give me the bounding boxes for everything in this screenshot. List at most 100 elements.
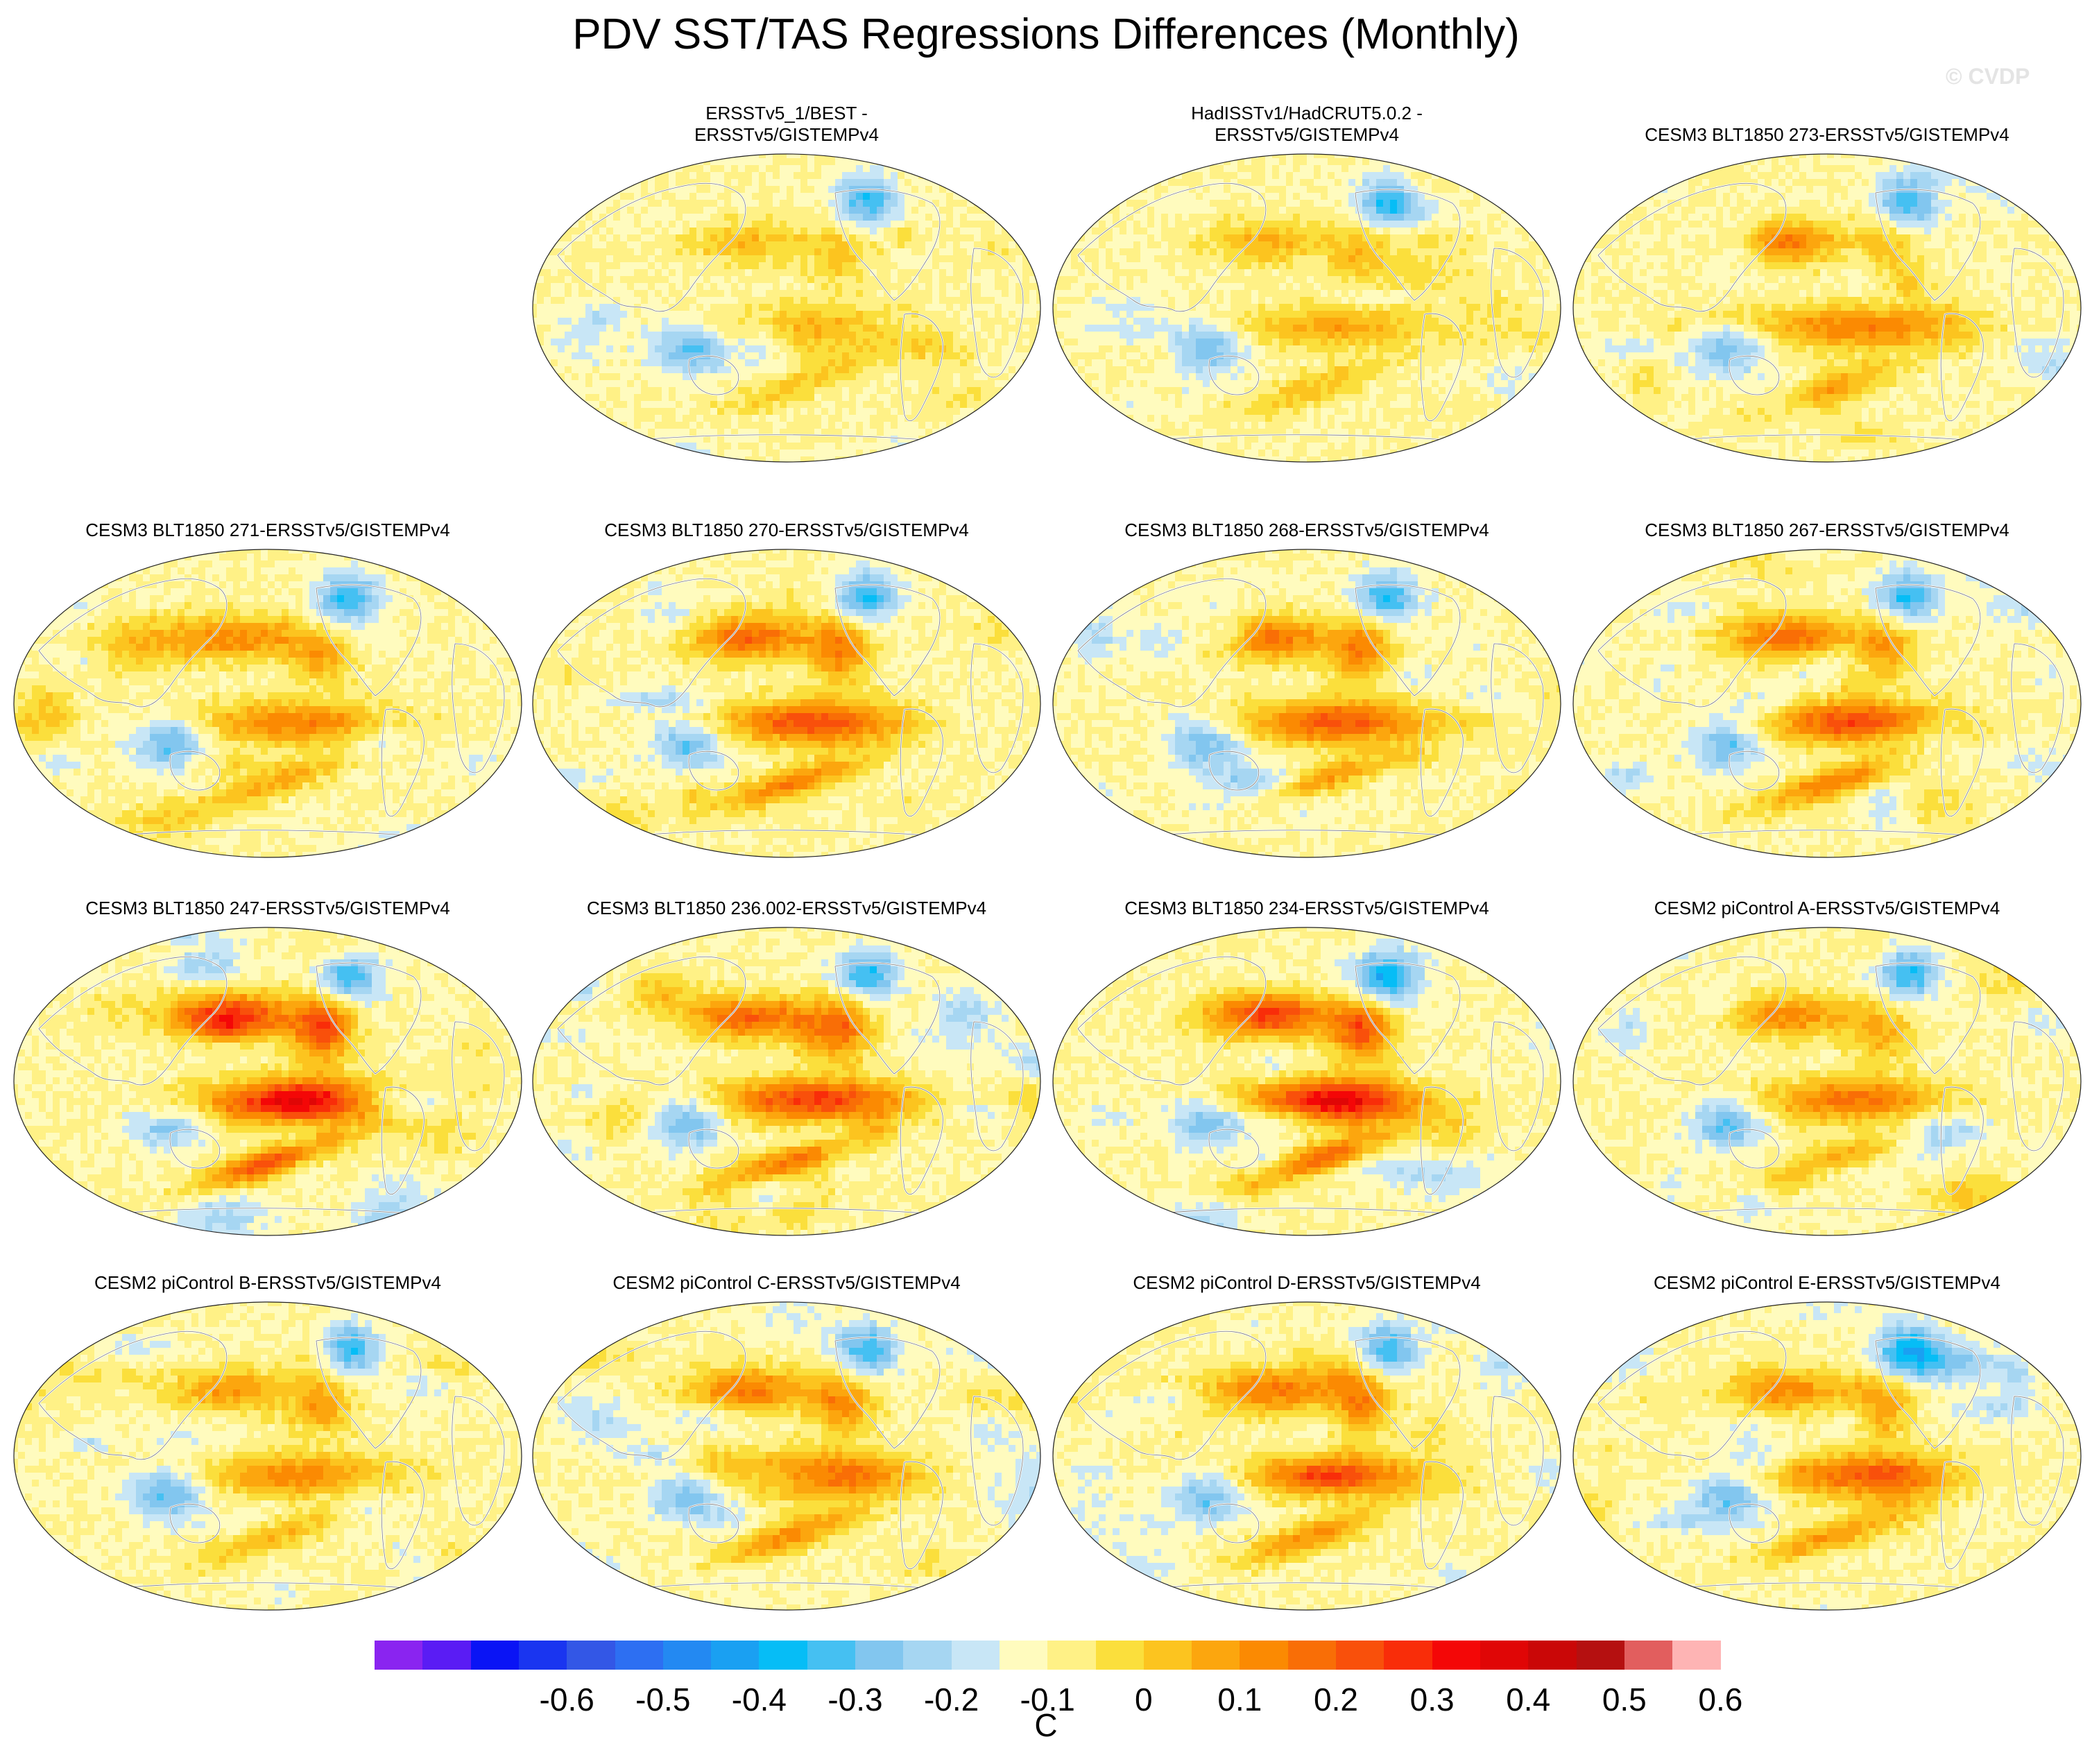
coastline [1077, 956, 1267, 1086]
coastline [1491, 248, 1544, 378]
colorbar-swatch [1336, 1641, 1384, 1670]
map-border [1052, 549, 1561, 858]
panel-title-line1: CESM3 BLT1850 270-ERSSTv5/GISTEMPv4 [604, 520, 969, 541]
robinson-map [13, 549, 522, 858]
map-border [1572, 1301, 2082, 1611]
colorbar-swatch [855, 1641, 904, 1670]
colorbar-swatch [903, 1641, 952, 1670]
robinson-map [1052, 1301, 1561, 1611]
panel-title: CESM3 BLT1850 236.002-ERSSTv5/GISTEMPv4 [530, 864, 1043, 919]
coastline [1208, 1129, 1260, 1169]
panel-title: ERSSTv5_1/BEST - ERSSTv5/GISTEMPv4 [530, 90, 1043, 146]
coastline [1355, 962, 1461, 1074]
coastline [688, 751, 739, 791]
panel-title-line1: HadISSTv1/HadCRUT5.0.2 - [1191, 103, 1423, 124]
coastline [970, 1021, 1024, 1151]
panel-title: CESM2 piControl B-ERSSTv5/GISTEMPv4 [11, 1238, 524, 1294]
colorbar-tick-label: 0.2 [1294, 1681, 1378, 1718]
panel-title: CESM3 BLT1850 267-ERSSTv5/GISTEMPv4 [1570, 486, 2084, 541]
anomaly-field [1573, 927, 2081, 1235]
coastline [1491, 1021, 1544, 1151]
colorbar-swatch [1287, 1641, 1337, 1670]
map-border [1572, 927, 2082, 1236]
robinson-map [13, 927, 522, 1236]
colorbar-swatch [1384, 1641, 1433, 1670]
robinson-map [1572, 549, 2082, 858]
panel-title: CESM3 BLT1850 273-ERSSTv5/GISTEMPv4 [1570, 90, 2084, 146]
coastline [1597, 1330, 1787, 1460]
map-panel: CESM3 BLT1850 268-ERSSTv5/GISTEMPv4 [1050, 486, 1563, 860]
robinson-map [532, 549, 1041, 858]
colorbar-swatch [615, 1641, 664, 1670]
map-panel: ERSSTv5_1/BEST - ERSSTv5/GISTEMPv4 [530, 90, 1043, 465]
colorbar-swatch [1095, 1641, 1144, 1670]
robinson-map [1572, 1301, 2082, 1611]
map-border [1052, 1301, 1561, 1611]
map-panel: CESM2 piControl B-ERSSTv5/GISTEMPv4 [11, 1238, 524, 1613]
panel-title: CESM2 piControl C-ERSSTv5/GISTEMPv4 [530, 1238, 1043, 1294]
map-panel: CESM3 BLT1850 236.002-ERSSTv5/GISTEMPv4 [530, 864, 1043, 1238]
coastline [38, 578, 228, 708]
colorbar-swatch [1576, 1641, 1625, 1670]
coastline [2011, 643, 2064, 773]
map-border [532, 927, 1041, 1236]
coastline [970, 643, 1024, 773]
figure-title: PDV SST/TAS Regressions Differences (Mon… [0, 10, 2092, 59]
colorbar-swatch [1528, 1641, 1577, 1670]
panel-title-line2: ERSSTv5/GISTEMPv4 [694, 124, 879, 146]
coastline [688, 355, 739, 395]
anomaly-field [1053, 154, 1561, 462]
anomaly-field [533, 154, 1040, 462]
coastline [1940, 1086, 1984, 1195]
colorbar-swatch [1047, 1641, 1097, 1670]
coastline [1420, 1086, 1464, 1195]
map-panel: CESM2 piControl D-ERSSTv5/GISTEMPv4 [1050, 1238, 1563, 1613]
map-panel: CESM2 piControl E-ERSSTv5/GISTEMPv4 [1570, 1238, 2084, 1613]
coastline [1420, 1461, 1464, 1570]
colorbar-tick-label: -0.3 [814, 1681, 897, 1718]
colorbar-swatch [470, 1641, 520, 1670]
colorbar-tick-label: 0.3 [1391, 1681, 1474, 1718]
coastline [900, 708, 943, 817]
map-panel: CESM3 BLT1850 247-ERSSTv5/GISTEMPv4 [11, 864, 524, 1238]
panel-title-line1: CESM2 piControl B-ERSSTv5/GISTEMPv4 [94, 1272, 441, 1294]
map-border [1052, 927, 1561, 1236]
colorbar-swatch [567, 1641, 616, 1670]
robinson-map [532, 153, 1041, 463]
panel-title: CESM2 piControl D-ERSSTv5/GISTEMPv4 [1050, 1238, 1563, 1294]
colorbar-tick-label: -0.1 [1006, 1681, 1089, 1718]
colorbar-swatch [807, 1641, 856, 1670]
coastline [381, 708, 425, 817]
coastline [1355, 584, 1461, 696]
colorbar-swatch [951, 1641, 1000, 1670]
coastline [1940, 708, 1984, 817]
coastline [1597, 182, 1787, 312]
coastline [970, 248, 1024, 378]
robinson-map [532, 1301, 1041, 1611]
colorbar-swatch [1143, 1641, 1192, 1670]
anomaly-field [533, 927, 1040, 1235]
colorbar-tick-label: -0.5 [621, 1681, 705, 1718]
colorbar-tick-label: -0.6 [525, 1681, 608, 1718]
coastline [900, 313, 943, 422]
colorbar-swatch [518, 1641, 567, 1670]
panel-title-line1: CESM3 BLT1850 271-ERSSTv5/GISTEMPv4 [85, 520, 450, 541]
anomaly-field [14, 549, 522, 857]
anomaly-field [1573, 549, 2081, 857]
colorbar-swatch [759, 1641, 808, 1670]
colorbar-swatch [1240, 1641, 1289, 1670]
anomaly-field [14, 1302, 522, 1610]
coastline [381, 1086, 425, 1195]
coastline [970, 1396, 1024, 1526]
map-border [13, 1301, 522, 1611]
coastline [2011, 1021, 2064, 1151]
coastline [1208, 1503, 1260, 1543]
coastline [834, 1337, 941, 1449]
colorbar-swatch [1480, 1641, 1529, 1670]
panel-title-line1: CESM3 BLT1850 247-ERSSTv5/GISTEMPv4 [85, 898, 450, 919]
coastline [1420, 313, 1464, 422]
panel-title-line2: ERSSTv5/GISTEMPv4 [1215, 124, 1399, 146]
map-panel: CESM3 BLT1850 271-ERSSTv5/GISTEMPv4 [11, 486, 524, 860]
coastline [1597, 578, 1787, 708]
coastline [557, 578, 746, 708]
